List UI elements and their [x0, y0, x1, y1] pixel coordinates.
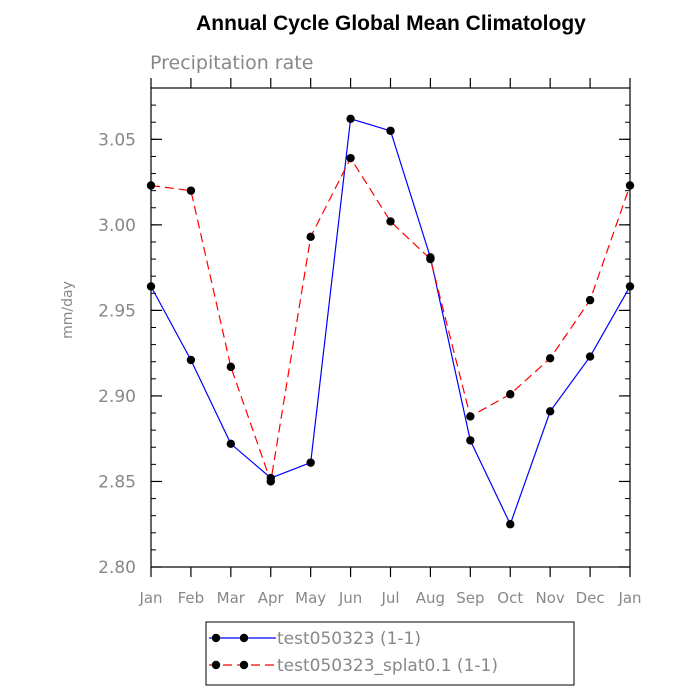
data-point-s1 — [146, 282, 156, 291]
legend-marker — [239, 660, 249, 670]
x-tick-label: Aug — [416, 589, 445, 607]
legend-label: test050323 (1-1) — [277, 629, 421, 649]
x-tick-label: Oct — [497, 589, 523, 607]
y-tick-label: 2.80 — [98, 558, 136, 578]
x-tick-label: Dec — [576, 589, 605, 607]
data-point-s1 — [386, 126, 395, 135]
data-point-s2 — [386, 217, 395, 226]
data-point-s1 — [346, 114, 355, 123]
x-tick-label: Sep — [456, 589, 484, 607]
data-point-s2 — [545, 354, 555, 363]
x-tick-label: Jan — [617, 589, 641, 607]
data-point-s2 — [506, 390, 515, 399]
data-point-s2 — [266, 477, 275, 486]
data-point-s1 — [545, 407, 555, 416]
data-point-s2 — [625, 181, 635, 190]
data-point-s2 — [226, 362, 236, 372]
data-point-s2 — [146, 181, 156, 190]
legend-marker — [211, 633, 221, 643]
chart-title: Annual Cycle Global Mean Climatology — [196, 12, 586, 35]
y-axis-label: mm/day — [60, 281, 76, 339]
x-tick-label: Jun — [338, 589, 362, 607]
x-tick-label: Feb — [178, 589, 205, 607]
data-point-s1 — [625, 282, 635, 291]
data-point-s1 — [506, 520, 515, 529]
y-tick-label: 2.90 — [98, 387, 136, 407]
data-point-s2 — [466, 412, 475, 421]
data-point-s1 — [466, 436, 475, 445]
data-point-s2 — [585, 295, 595, 305]
series-line-1 — [150, 118, 631, 526]
x-tick-label: Apr — [258, 589, 285, 607]
x-tick-label: Jul — [380, 589, 399, 607]
y-tick-label: 2.85 — [98, 472, 136, 492]
series-line-2 — [150, 156, 631, 482]
plot-frame — [150, 87, 631, 568]
legend-label: test050323_splat0.1 (1-1) — [277, 656, 498, 676]
x-tick-label: May — [295, 589, 326, 607]
data-point-s1 — [226, 439, 236, 449]
data-point-s1 — [306, 458, 315, 467]
y-tick-label: 3.00 — [98, 216, 136, 236]
x-tick-label: Jan — [138, 589, 162, 607]
data-point-s2 — [426, 254, 435, 264]
y-tick-label: 3.05 — [98, 130, 136, 150]
legend: test050323 (1-1) test050323_splat0.1 (1-1… — [205, 621, 575, 686]
data-point-s2 — [186, 186, 196, 195]
data-point-s1 — [186, 355, 196, 365]
data-point-s2 — [306, 232, 315, 242]
legend-marker — [239, 633, 249, 643]
series-layer — [146, 114, 635, 529]
y-tick-label: 2.95 — [98, 301, 136, 321]
legend-marker — [211, 660, 221, 670]
axes: 2.80 2.85 2.90 2.95 3.00 3.05 Jan Feb Mar Apr May J… — [98, 78, 642, 607]
x-tick-label: Nov — [536, 589, 565, 607]
legend-box — [205, 621, 575, 686]
data-point-s2 — [346, 153, 355, 163]
chart-subtitle: Precipitation rate — [150, 52, 313, 74]
x-tick-label: Mar — [217, 589, 246, 607]
data-point-s1 — [585, 352, 595, 361]
